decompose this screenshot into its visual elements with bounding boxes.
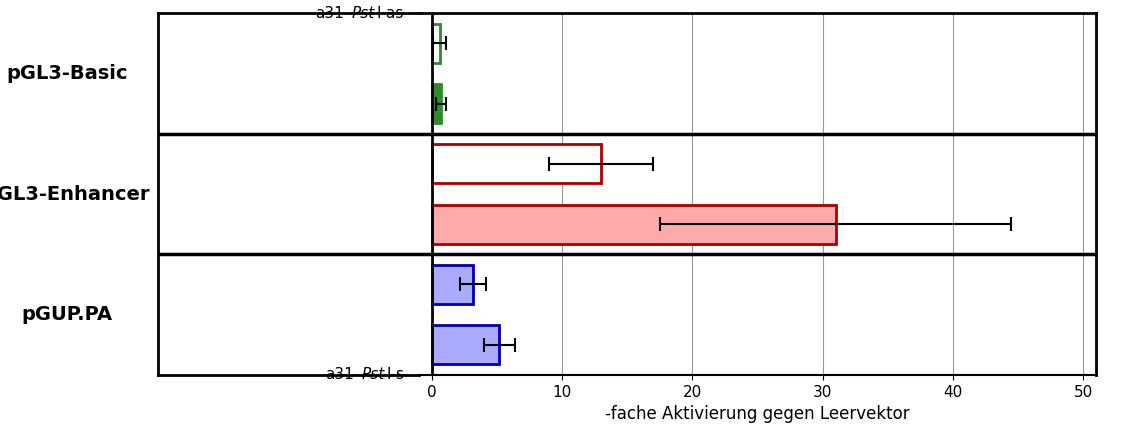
Bar [432, 144, 601, 183]
Bar [432, 265, 473, 304]
Bar [432, 24, 440, 63]
Text: I-s: I-s [386, 367, 405, 382]
Text: Pst: Pst [351, 6, 375, 21]
Text: a31-: a31- [315, 6, 349, 21]
Text: I-as: I-as [376, 6, 403, 21]
Text: pGL3-Enhancer: pGL3-Enhancer [0, 184, 150, 204]
Text: a31-: a31- [324, 367, 359, 382]
Text: pGUP.PA: pGUP.PA [21, 305, 113, 324]
Bar [432, 84, 441, 123]
Text: Pst: Pst [362, 367, 385, 382]
X-axis label: -fache Aktivierung gegen Leervektor: -fache Aktivierung gegen Leervektor [605, 405, 910, 423]
Bar [432, 325, 499, 364]
Text: pGL3-Basic: pGL3-Basic [7, 64, 128, 83]
Bar [432, 205, 835, 244]
